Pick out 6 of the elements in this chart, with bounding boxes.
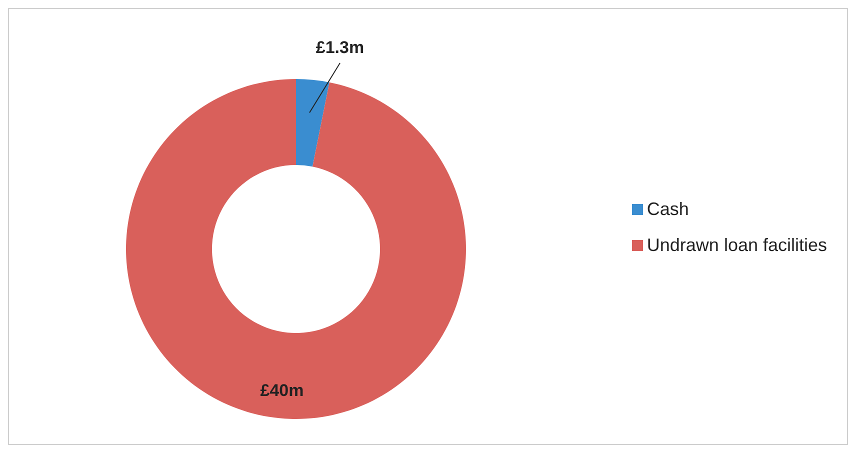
legend-label: Undrawn loan facilities <box>646 234 827 254</box>
data-label: £40m <box>260 380 304 400</box>
donut-slice <box>126 79 466 419</box>
legend-label: Cash <box>646 198 689 218</box>
donut-slice <box>296 79 330 167</box>
data-label: £1.3m <box>316 38 364 57</box>
